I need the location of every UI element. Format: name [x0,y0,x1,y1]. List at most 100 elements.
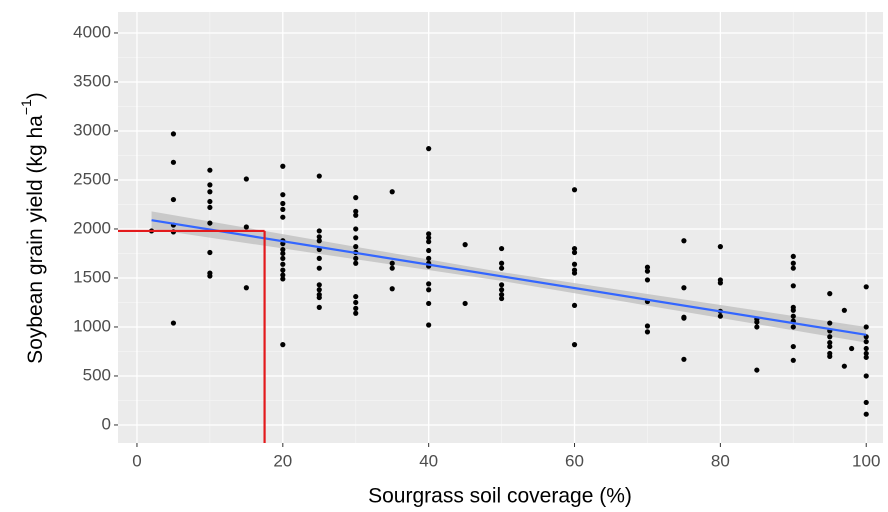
y-tick-label: 3500 [73,71,111,90]
x-axis-title: Sourgrass soil coverage (%) [368,485,632,508]
data-point [498,265,505,271]
data-point [316,304,322,310]
data-point [426,239,432,245]
data-point [316,265,322,271]
data-point [644,264,651,270]
data-point [280,255,286,261]
y-tick-label: 2000 [73,218,111,237]
y-axis-title: Soybean grain yield (kg ha−1) [18,92,47,364]
data-point [316,238,322,244]
data-point [790,307,796,313]
x-tick-label: 40 [419,451,438,470]
y-tick-label: 500 [83,365,111,384]
data-point [790,260,796,266]
data-point [353,212,359,218]
y-tick-label: 3000 [73,120,111,139]
data-point [280,261,286,267]
data-point [681,315,687,321]
data-point [863,324,869,330]
data-point [207,189,213,195]
data-point [863,339,869,345]
data-point [280,214,286,220]
data-point [207,167,213,173]
data-point [280,267,286,273]
data-point [681,356,687,362]
data-point [170,159,177,165]
data-point [280,192,286,198]
data-point [426,281,432,287]
data-point [790,343,796,350]
data-point [754,367,760,373]
y-tick-label: 1500 [73,267,111,286]
data-point [280,342,286,348]
data-point [243,285,249,291]
data-point [571,342,578,348]
x-tick-label: 80 [711,451,730,470]
data-point [389,286,395,292]
data-point [644,329,651,335]
y-tick-label: 1000 [73,316,111,335]
data-point [863,345,869,352]
data-point [462,242,468,248]
data-point [790,283,796,289]
data-point [863,399,869,406]
data-point [827,334,833,340]
data-point [353,195,359,201]
data-point [681,238,687,244]
data-point [280,250,286,257]
data-point [827,291,833,297]
regression-line [151,219,867,336]
data-point [571,245,578,252]
data-point [389,265,395,271]
data-point [280,200,286,207]
data-point [389,260,395,266]
data-point [207,182,213,188]
data-point [498,295,505,302]
y-axis-title-sup: −1 [18,99,34,115]
x-tick-label: 100 [852,451,880,470]
data-point [863,284,869,290]
data-point [316,255,322,261]
data-point [389,189,395,195]
data-point [207,204,213,211]
data-point [754,324,760,330]
data-point [426,231,432,237]
data-point [353,260,359,266]
data-point [863,354,869,360]
data-point [170,196,177,203]
data-point [280,206,286,212]
data-point [863,411,869,417]
data-point [316,282,322,288]
data-point [426,247,432,254]
data-point [790,357,796,363]
x-tick-label: 60 [565,451,584,470]
data-point [207,198,213,205]
y-tick-label: 2500 [73,169,111,188]
data-point [353,299,359,306]
data-point [498,287,505,293]
data-point [863,350,869,357]
data-point [243,176,249,182]
data-point [841,307,847,313]
y-tick-label: 4000 [73,22,111,41]
data-point [426,255,432,261]
data-point [316,228,322,234]
data-point [717,244,723,250]
data-point [462,300,468,307]
data-point [717,313,723,319]
data-point [353,293,359,300]
data-point [353,208,359,214]
data-point [280,272,286,278]
data-point [571,187,578,193]
data-point [571,249,578,256]
data-point [353,305,359,311]
y-tick-label: 0 [102,414,111,433]
data-point [571,261,578,267]
data-point [243,224,249,230]
data-point [827,343,833,350]
data-point [790,265,796,271]
data-point [170,131,177,137]
data-point [717,280,723,286]
data-point [426,146,432,152]
